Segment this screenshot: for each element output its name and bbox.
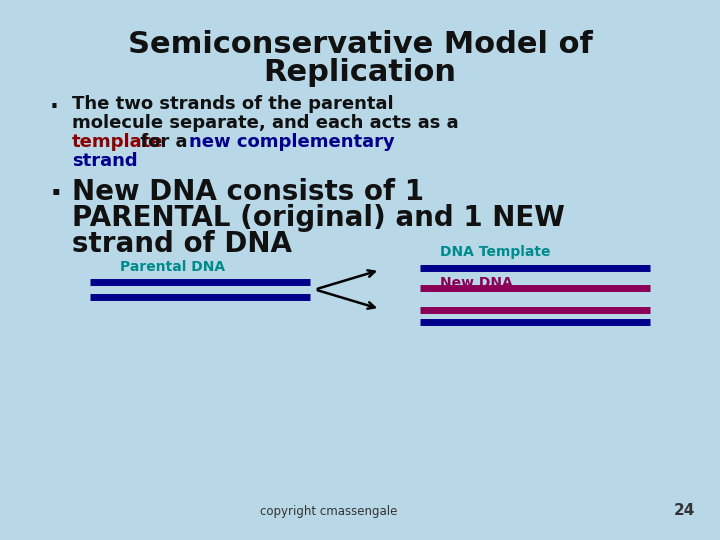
Text: new complementary: new complementary	[189, 133, 395, 151]
Text: 24: 24	[674, 503, 695, 518]
Text: DNA Template: DNA Template	[440, 245, 551, 259]
Text: PARENTAL (original) and 1 NEW: PARENTAL (original) and 1 NEW	[72, 204, 565, 232]
Text: molecule separate, and each acts as a: molecule separate, and each acts as a	[72, 114, 459, 132]
Text: New DNA consists of 1: New DNA consists of 1	[72, 178, 424, 206]
Text: ·: ·	[50, 95, 59, 119]
Text: The two strands of the parental: The two strands of the parental	[72, 95, 394, 113]
Text: New DNA: New DNA	[440, 276, 513, 290]
Text: Replication: Replication	[264, 58, 456, 87]
Text: for a: for a	[135, 133, 194, 151]
Text: Semiconservative Model of: Semiconservative Model of	[127, 30, 593, 59]
Text: Parental DNA: Parental DNA	[120, 260, 225, 274]
Text: strand: strand	[72, 152, 138, 170]
Text: template: template	[72, 133, 163, 151]
Text: strand of DNA: strand of DNA	[72, 230, 292, 258]
Text: ·: ·	[50, 178, 63, 211]
Text: copyright cmassengale: copyright cmassengale	[260, 505, 397, 518]
